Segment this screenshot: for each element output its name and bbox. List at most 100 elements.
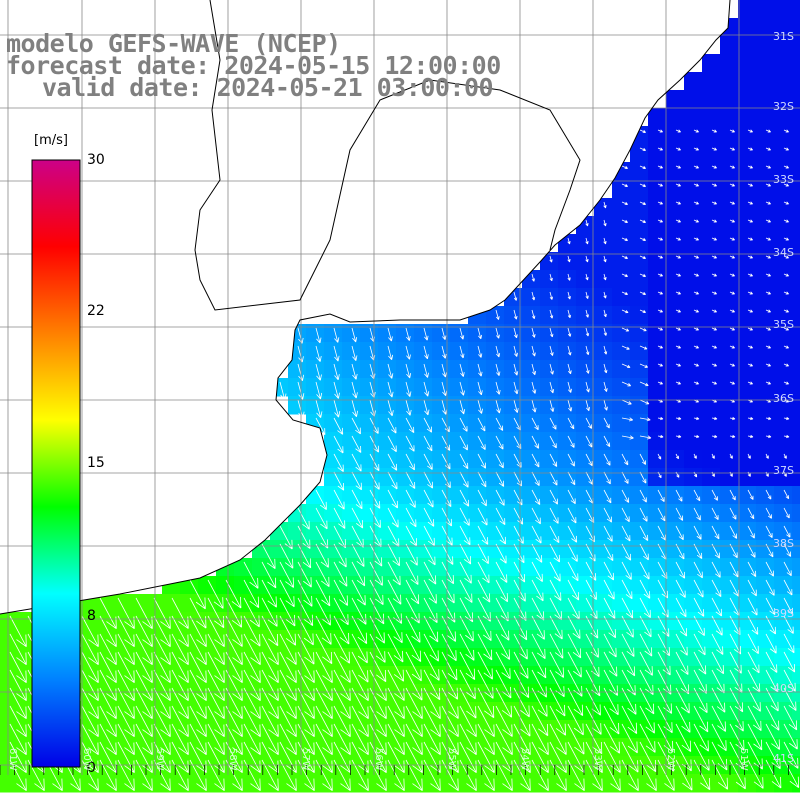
wind-speed-cell bbox=[756, 666, 775, 685]
wind-speed-cell bbox=[432, 594, 451, 613]
wind-arrow bbox=[351, 669, 369, 702]
wind-speed-cell bbox=[324, 432, 343, 451]
wind-arrow bbox=[477, 651, 493, 680]
wind-arrow bbox=[711, 273, 717, 277]
wind-speed-cell bbox=[792, 486, 800, 505]
wind-arrow bbox=[369, 651, 387, 683]
wind-speed-cell bbox=[756, 0, 775, 19]
wind-arrow bbox=[207, 615, 225, 648]
wind-speed-cell bbox=[414, 684, 433, 703]
wind-speed-cell bbox=[612, 396, 631, 415]
wind-speed-cell bbox=[90, 720, 109, 739]
wind-arrow bbox=[783, 219, 789, 223]
wind-speed-cell bbox=[414, 612, 433, 631]
wind-arrow bbox=[657, 345, 663, 349]
wind-speed-cell bbox=[666, 504, 685, 523]
wind-speed-cell bbox=[738, 558, 757, 577]
wind-speed-cell bbox=[720, 270, 739, 289]
wind-speed-cell bbox=[396, 594, 415, 613]
wind-arrow bbox=[387, 561, 401, 586]
wind-arrow bbox=[261, 705, 279, 738]
wind-arrow bbox=[621, 327, 630, 332]
wind-arrow bbox=[711, 507, 719, 521]
wind-speed-cell bbox=[576, 774, 595, 793]
wind-speed-cell bbox=[540, 324, 559, 343]
wind-speed-cell bbox=[360, 468, 379, 487]
wind-speed-cell bbox=[360, 450, 379, 469]
wind-speed-cell bbox=[0, 648, 19, 667]
wind-speed-cell bbox=[648, 108, 667, 127]
wind-speed-cell bbox=[720, 396, 739, 415]
wind-speed-cell bbox=[126, 720, 145, 739]
wind-arrow bbox=[261, 543, 276, 570]
wind-arrow bbox=[117, 633, 135, 666]
wind-speed-cell bbox=[648, 414, 667, 433]
wind-arrow bbox=[477, 525, 489, 545]
wind-speed-cell bbox=[792, 126, 800, 145]
wind-speed-cell bbox=[666, 774, 685, 793]
colorbar-tick: 0 bbox=[87, 760, 96, 776]
wind-speed-cell bbox=[774, 504, 793, 523]
wind-speed-cell bbox=[306, 324, 325, 343]
wind-speed-cell bbox=[522, 396, 541, 415]
wind-arrow bbox=[441, 543, 454, 565]
wind-speed-cell bbox=[486, 504, 505, 523]
wind-arrow bbox=[639, 705, 655, 734]
colorbar-unit: [m/s] bbox=[34, 133, 68, 148]
wind-speed-cell bbox=[648, 630, 667, 649]
wind-arrow bbox=[657, 507, 666, 522]
wind-speed-cell bbox=[630, 684, 649, 703]
wind-arrow bbox=[531, 399, 537, 413]
wind-speed-cell bbox=[774, 18, 793, 37]
wind-speed-cell bbox=[684, 378, 703, 397]
wind-arrow bbox=[693, 723, 709, 752]
wind-speed-cell bbox=[504, 342, 523, 361]
wind-arrow bbox=[459, 435, 468, 451]
wind-arrow bbox=[387, 363, 394, 379]
wind-speed-cell bbox=[720, 450, 739, 469]
wind-speed-cell bbox=[504, 666, 523, 685]
wind-speed-cell bbox=[594, 198, 613, 217]
wind-speed-cell bbox=[684, 720, 703, 739]
wind-speed-cell bbox=[648, 468, 667, 487]
wind-speed-cell bbox=[396, 666, 415, 685]
wind-speed-cell bbox=[648, 594, 667, 613]
wind-speed-cell bbox=[360, 648, 379, 667]
wind-speed-cell bbox=[792, 324, 800, 343]
latitude-label: 37S bbox=[773, 464, 794, 477]
wind-arrow bbox=[585, 453, 593, 467]
wind-arrow bbox=[117, 651, 135, 684]
wind-arrow bbox=[315, 561, 330, 588]
wind-arrow bbox=[675, 434, 682, 439]
wind-arrow bbox=[243, 741, 261, 774]
wind-speed-cell bbox=[540, 558, 559, 577]
wind-speed-cell bbox=[432, 450, 451, 469]
wind-arrow bbox=[765, 201, 771, 205]
wind-speed-cell bbox=[558, 612, 577, 631]
wind-arrow bbox=[495, 687, 512, 718]
longitude-label: 59W bbox=[154, 748, 165, 771]
wind-speed-cell bbox=[486, 738, 505, 757]
wind-speed-cell bbox=[468, 378, 487, 397]
wind-arrow bbox=[729, 291, 735, 295]
wind-speed-cell bbox=[576, 720, 595, 739]
wind-speed-cell bbox=[792, 450, 800, 469]
wind-arrow bbox=[513, 633, 528, 660]
wind-arrow bbox=[477, 345, 483, 358]
wind-arrow bbox=[621, 561, 632, 580]
wind-speed-cell bbox=[756, 270, 775, 289]
wind-arrow bbox=[657, 309, 663, 313]
wind-arrow bbox=[657, 201, 663, 205]
wind-speed-cell bbox=[522, 450, 541, 469]
wind-arrow bbox=[639, 147, 646, 151]
wind-speed-cell bbox=[594, 270, 613, 289]
wind-arrow bbox=[423, 417, 432, 433]
wind-arrow bbox=[765, 416, 772, 421]
wind-speed-cell bbox=[576, 414, 595, 433]
wind-arrow bbox=[765, 507, 772, 519]
wind-speed-cell bbox=[558, 288, 577, 307]
wind-speed-cell bbox=[324, 738, 343, 757]
wind-speed-cell bbox=[738, 648, 757, 667]
wind-arrow bbox=[279, 651, 297, 684]
wind-arrow bbox=[549, 291, 553, 300]
